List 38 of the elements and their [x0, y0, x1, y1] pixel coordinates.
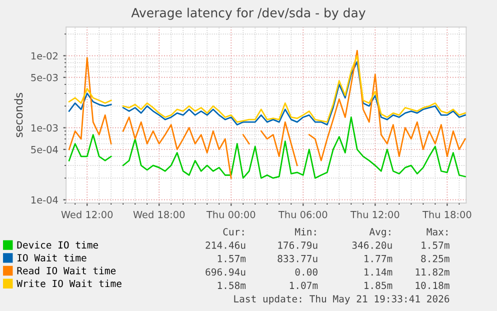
text: 833.77u [278, 254, 318, 262]
y-tick-label: 5e-04 [31, 146, 58, 154]
chart-title: Average latency for /dev/sda - by day [131, 8, 366, 20]
y-axis-title: seconds [14, 92, 23, 138]
y-tick-label: 1e-03 [31, 124, 58, 132]
x-tick-label: Wed 18:00 [133, 210, 185, 218]
y-tick-label: 5e-03 [31, 74, 58, 82]
text: 1.58m [218, 282, 246, 290]
text: 10.18m [416, 282, 450, 290]
legend-label: IO Wait time [18, 254, 86, 262]
text: 346.20u [352, 242, 392, 249]
x-tick-label: Thu 18:00 [422, 210, 472, 218]
text: 696.94u [206, 268, 246, 276]
text: 11.82m [416, 268, 450, 276]
text: Last update: Thu May 21 19:33:41 2026 [234, 294, 450, 304]
text: 1.57m [218, 255, 246, 262]
text: 1.07m [290, 282, 318, 290]
text: 1.14m [364, 268, 392, 276]
text: Avg: [369, 228, 390, 238]
text: Cur: [223, 228, 244, 236]
x-tick-label: Wed 12:00 [61, 210, 113, 218]
x-tick-label: Thu 00:00 [206, 210, 256, 218]
text: 0.00 [295, 268, 318, 276]
x-tick-label: Thu 06:00 [278, 210, 328, 218]
text: Min: [295, 228, 316, 236]
x-tick-label: Thu 12:00 [350, 210, 400, 218]
text: Max: [426, 228, 448, 236]
text: 214.46u [206, 242, 246, 249]
text: 176.79u [278, 242, 318, 249]
legend-label: Read IO Wait time [17, 266, 116, 274]
text: 1.57m [422, 242, 450, 249]
text: 8.25m [421, 254, 450, 262]
legend-label: Device IO time [17, 241, 98, 249]
y-tick-label: 1e-04 [31, 196, 58, 204]
legend-label: Write IO Wait time [16, 280, 122, 288]
text: 1.85m [364, 282, 392, 290]
text: 1.77m [364, 255, 392, 262]
y-tick-label: 1e-02 [31, 52, 58, 60]
